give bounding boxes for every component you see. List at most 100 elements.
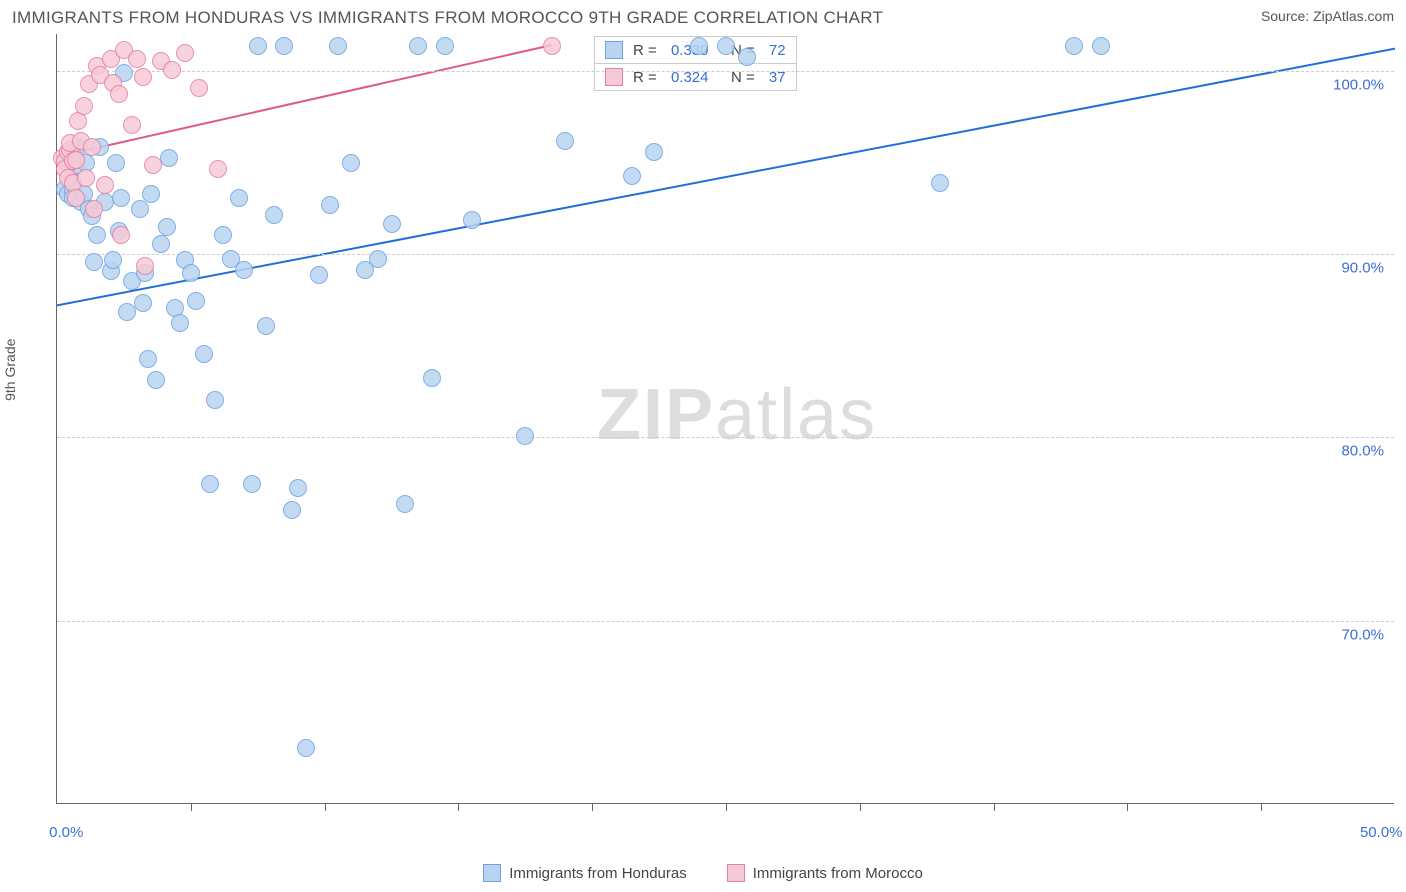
gridline (57, 621, 1394, 622)
data-point-honduras[interactable] (369, 250, 387, 268)
legend-swatch-morocco (727, 864, 745, 882)
data-point-morocco[interactable] (128, 50, 146, 68)
data-point-honduras[interactable] (214, 226, 232, 244)
data-point-honduras[interactable] (289, 479, 307, 497)
data-point-honduras[interactable] (142, 185, 160, 203)
data-point-honduras[interactable] (931, 174, 949, 192)
data-point-honduras[interactable] (107, 154, 125, 172)
data-point-morocco[interactable] (144, 156, 162, 174)
data-point-morocco[interactable] (209, 160, 227, 178)
source-link[interactable]: ZipAtlas.com (1313, 8, 1394, 24)
y-tick-label: 90.0% (1341, 260, 1384, 277)
data-point-honduras[interactable] (516, 427, 534, 445)
data-point-honduras[interactable] (297, 739, 315, 757)
data-point-honduras[interactable] (235, 261, 253, 279)
trend-lines-svg (57, 34, 1395, 804)
stats-n-value: 72 (769, 42, 786, 59)
data-point-honduras[interactable] (152, 235, 170, 253)
data-point-honduras[interactable] (171, 314, 189, 332)
data-point-honduras[interactable] (1065, 37, 1083, 55)
data-point-honduras[interactable] (147, 371, 165, 389)
data-point-honduras[interactable] (160, 149, 178, 167)
data-point-honduras[interactable] (436, 37, 454, 55)
data-point-honduras[interactable] (645, 143, 663, 161)
data-point-honduras[interactable] (738, 48, 756, 66)
data-point-honduras[interactable] (134, 294, 152, 312)
data-point-morocco[interactable] (67, 151, 85, 169)
data-point-honduras[interactable] (690, 37, 708, 55)
data-point-honduras[interactable] (206, 391, 224, 409)
stats-r-label: R = (633, 42, 661, 59)
data-point-honduras[interactable] (283, 501, 301, 519)
data-point-honduras[interactable] (257, 317, 275, 335)
gridline (57, 437, 1394, 438)
data-point-honduras[interactable] (201, 475, 219, 493)
data-point-honduras[interactable] (230, 189, 248, 207)
data-point-honduras[interactable] (396, 495, 414, 513)
legend-item-morocco[interactable]: Immigrants from Morocco (727, 864, 923, 882)
data-point-morocco[interactable] (543, 37, 561, 55)
data-point-morocco[interactable] (163, 61, 181, 79)
y-tick-label: 80.0% (1341, 443, 1384, 460)
data-point-morocco[interactable] (136, 257, 154, 275)
chart-title: IMMIGRANTS FROM HONDURAS VS IMMIGRANTS F… (12, 8, 883, 28)
data-point-honduras[interactable] (423, 369, 441, 387)
data-point-honduras[interactable] (195, 345, 213, 363)
data-point-morocco[interactable] (85, 200, 103, 218)
x-axis-max-label: 50.0% (1360, 824, 1403, 841)
data-point-honduras[interactable] (187, 292, 205, 310)
x-axis-min-label: 0.0% (49, 824, 83, 841)
data-point-honduras[interactable] (88, 226, 106, 244)
data-point-honduras[interactable] (463, 211, 481, 229)
watermark-bold: ZIP (597, 375, 715, 455)
data-point-honduras[interactable] (104, 251, 122, 269)
data-point-honduras[interactable] (1092, 37, 1110, 55)
y-axis-label: 9th Grade (2, 339, 18, 401)
data-point-honduras[interactable] (310, 266, 328, 284)
data-point-honduras[interactable] (342, 154, 360, 172)
data-point-honduras[interactable] (623, 167, 641, 185)
data-point-morocco[interactable] (77, 169, 95, 187)
data-point-honduras[interactable] (182, 264, 200, 282)
data-point-honduras[interactable] (118, 303, 136, 321)
data-point-honduras[interactable] (112, 189, 130, 207)
data-point-honduras[interactable] (249, 37, 267, 55)
data-point-honduras[interactable] (275, 37, 293, 55)
legend-label-morocco: Immigrants from Morocco (753, 865, 923, 882)
legend-item-honduras[interactable]: Immigrants from Honduras (483, 864, 687, 882)
source-prefix: Source: (1261, 8, 1313, 24)
legend-label-honduras: Immigrants from Honduras (509, 865, 687, 882)
stats-row-morocco: R = 0.324 N = 37 (595, 63, 796, 90)
y-tick-label: 100.0% (1333, 76, 1384, 93)
data-point-honduras[interactable] (556, 132, 574, 150)
stats-swatch-honduras (605, 41, 623, 59)
data-point-honduras[interactable] (139, 350, 157, 368)
data-point-honduras[interactable] (409, 37, 427, 55)
gridline (57, 254, 1394, 255)
data-point-morocco[interactable] (190, 79, 208, 97)
data-point-morocco[interactable] (110, 85, 128, 103)
gridline (57, 71, 1394, 72)
watermark: ZIPatlas (597, 374, 877, 456)
legend: Immigrants from Honduras Immigrants from … (0, 864, 1406, 882)
data-point-morocco[interactable] (176, 44, 194, 62)
data-point-honduras[interactable] (329, 37, 347, 55)
data-point-morocco[interactable] (112, 226, 130, 244)
data-point-honduras[interactable] (131, 200, 149, 218)
y-tick-label: 70.0% (1341, 626, 1384, 643)
data-point-honduras[interactable] (158, 218, 176, 236)
data-point-morocco[interactable] (96, 176, 114, 194)
data-point-morocco[interactable] (75, 97, 93, 115)
chart-container: 9th Grade ZIPatlas R = 0.330 N = 72R = 0… (12, 34, 1394, 830)
source-attribution: Source: ZipAtlas.com (1261, 8, 1394, 24)
data-point-honduras[interactable] (717, 37, 735, 55)
data-point-honduras[interactable] (243, 475, 261, 493)
data-point-honduras[interactable] (321, 196, 339, 214)
data-point-morocco[interactable] (67, 189, 85, 207)
data-point-honduras[interactable] (265, 206, 283, 224)
data-point-morocco[interactable] (123, 116, 141, 134)
data-point-morocco[interactable] (134, 68, 152, 86)
legend-swatch-honduras (483, 864, 501, 882)
data-point-morocco[interactable] (83, 138, 101, 156)
data-point-honduras[interactable] (383, 215, 401, 233)
